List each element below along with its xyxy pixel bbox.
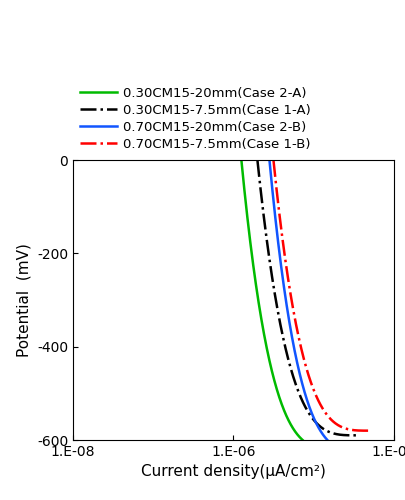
Line: 0.70CM15-20mm(Case 2-B): 0.70CM15-20mm(Case 2-B) [269,161,326,440]
0.30CM15-20mm(Case 2-A) [249,249,254,255]
0.30CM15-7.5mm(Case 1-A) [287,364,292,370]
0.70CM15-7.5mm(Case 1-B) [271,158,275,164]
0.70CM15-20mm(Case 2-B) [269,182,274,188]
0.30CM15-20mm(Case 2-A) [264,345,269,351]
0.30CM15-7.5mm(Case 1-A) [318,424,322,430]
0.70CM15-7.5mm(Case 1-B) [309,382,313,388]
0.70CM15-20mm(Case 2-B) [305,399,309,405]
0.70CM15-7.5mm(Case 1-B) [367,428,371,434]
Line: 0.70CM15-7.5mm(Case 1-B): 0.70CM15-7.5mm(Case 1-B) [273,161,369,430]
0.30CM15-20mm(Case 2-A) [299,437,304,443]
0.30CM15-7.5mm(Case 1-A) [326,429,331,435]
0.70CM15-20mm(Case 2-B) [320,432,325,438]
0.30CM15-20mm(Case 2-A) [281,406,286,412]
0.70CM15-7.5mm(Case 1-B) [340,425,345,431]
0.30CM15-7.5mm(Case 1-A) [294,386,299,392]
0.70CM15-20mm(Case 2-B) [324,437,329,443]
Legend: 0.30CM15-20mm(Case 2-A), 0.30CM15-7.5mm(Case 1-A), 0.70CM15-20mm(Case 2-B), 0.70: 0.30CM15-20mm(Case 2-A), 0.30CM15-7.5mm(… [79,86,310,150]
X-axis label: Current density(μA/cm²): Current density(μA/cm²) [141,464,325,479]
0.70CM15-7.5mm(Case 1-B) [302,360,307,366]
0.70CM15-20mm(Case 2-B) [266,158,271,164]
0.30CM15-7.5mm(Case 1-A) [254,158,259,164]
0.30CM15-7.5mm(Case 1-A) [327,430,332,436]
Y-axis label: Potential  (mV): Potential (mV) [16,243,31,357]
0.30CM15-7.5mm(Case 1-A) [266,257,271,263]
0.70CM15-7.5mm(Case 1-B) [340,424,345,430]
0.70CM15-20mm(Case 2-B) [275,244,280,250]
0.30CM15-20mm(Case 2-A) [263,342,268,347]
0.70CM15-7.5mm(Case 1-B) [282,256,287,262]
Line: 0.30CM15-7.5mm(Case 1-A): 0.30CM15-7.5mm(Case 1-A) [257,161,357,435]
0.30CM15-20mm(Case 2-A) [239,158,243,164]
0.70CM15-7.5mm(Case 1-B) [331,420,336,426]
0.70CM15-20mm(Case 2-B) [270,196,275,202]
0.30CM15-20mm(Case 2-A) [274,386,279,392]
0.30CM15-7.5mm(Case 1-A) [354,432,359,438]
Line: 0.30CM15-20mm(Case 2-A): 0.30CM15-20mm(Case 2-A) [241,161,302,440]
0.30CM15-20mm(Case 2-A) [297,434,302,440]
0.70CM15-20mm(Case 2-B) [286,318,291,324]
